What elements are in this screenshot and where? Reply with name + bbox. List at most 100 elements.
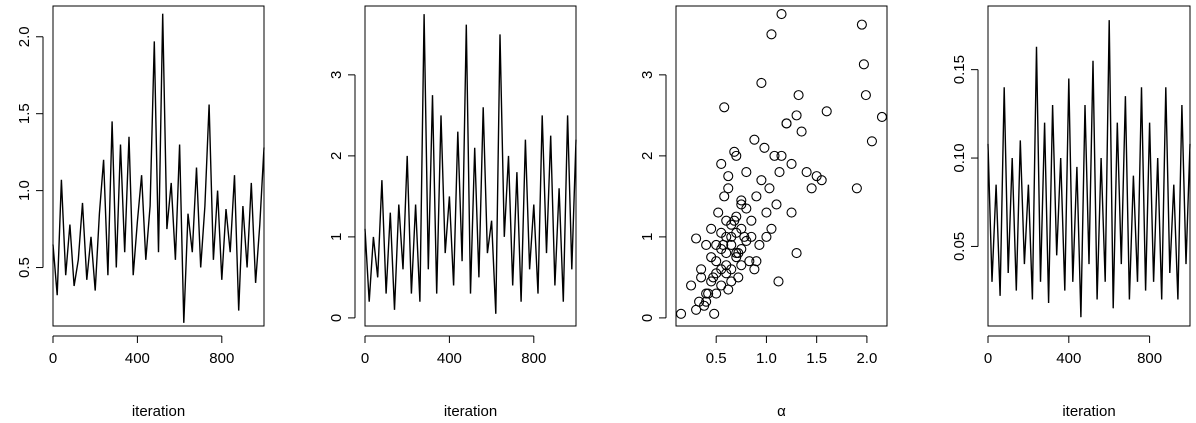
scatter-point [766,223,777,234]
scatter-point [806,183,817,194]
scatter-point [691,304,702,315]
scatter-point [723,284,734,295]
scatter-point [706,252,717,263]
scatter-point [786,158,797,170]
scatter-point [713,207,724,218]
scatter-point [761,231,772,242]
scatter-point [746,215,757,226]
scatter-point [766,29,777,40]
scatter-point [696,272,707,283]
x-tick-label: 400 [125,350,150,367]
scatter-point [706,276,717,287]
scatter-point [701,239,712,251]
x-tick-label: 0 [49,350,57,367]
scatter-point [791,248,802,259]
y-tick-label: 3 [328,71,345,79]
scatter-point [719,191,730,202]
scatter-point [860,90,871,101]
x-axis-label: α [777,403,786,420]
scatter-point [816,175,827,186]
scatter-point [761,207,772,218]
scatter-point [731,227,742,238]
y-tick-label: 1.5 [16,103,33,124]
scatter-point [754,239,765,251]
scatter-point [801,167,812,178]
scatter-point [731,211,742,222]
x-tick-label: 1.5 [806,350,827,367]
scatter-point [706,223,717,234]
scatter-point [736,243,747,255]
y-tick-label: 1 [639,233,656,241]
scatter-point [744,256,755,267]
scatter-point [821,106,832,117]
y-tick-label: 2.0 [16,26,33,47]
x-axis-label: iteration [1062,403,1115,420]
x-tick-label: 0 [361,350,369,367]
scatter-point [751,191,762,202]
scatter-point [723,171,734,182]
scatter-point [741,167,752,178]
scatter-point [756,175,767,186]
trace-line [364,14,577,314]
plot-frame [364,5,577,327]
scatter-point [736,260,747,271]
y-tick-label: 0 [639,314,656,322]
scatter-point [716,264,727,275]
scatter-point [749,264,760,275]
scatter-point [741,235,752,246]
y-tick-label: 2 [639,152,656,160]
x-axis-label: iteration [132,403,185,420]
scatter-point [774,167,785,178]
x-tick-label: 400 [437,350,462,367]
plot-frame [52,5,265,327]
y-tick-label: 1 [328,233,345,241]
scatter-point [776,9,787,20]
scatter-point [726,239,737,251]
y-tick-label: 0 [328,314,345,322]
x-tick-label: 0.5 [706,350,727,367]
x-tick-label: 2.0 [856,350,877,367]
x-tick-label: 400 [1056,350,1081,367]
scatter-point [701,296,712,307]
scatter-point [701,288,712,299]
scatter-point [771,199,782,210]
scatter-point [733,272,744,283]
scatter-point [759,142,770,153]
scatter-point [675,308,687,319]
scatter-point [876,111,888,123]
scatter-point [776,150,787,161]
y-tick-label: 1.0 [16,180,33,201]
plot-frame [675,5,888,327]
scatter-point [696,264,707,275]
scatter-point [769,150,780,161]
y-tick-label: 0.5 [16,257,33,278]
scatter-point [751,256,762,267]
y-tick-label: 0.05 [951,232,968,261]
scatter-point [741,203,752,214]
scatter-point [858,59,869,70]
scatter-point [719,102,730,113]
scatter-point [711,288,722,299]
scatter-point [721,215,732,226]
scatter-point [716,227,727,238]
y-tick-label: 0.15 [951,55,968,84]
scatter-point [721,248,732,259]
x-tick-label: 800 [1137,350,1162,367]
y-tick-label: 0.10 [951,143,968,172]
scatter-point [851,183,862,194]
plot-frame [987,5,1191,327]
trace-plot-2: 0 400 800 iteration 0 1 2 3 [328,5,577,420]
scatter-point [749,134,760,145]
x-tick-label: 1.0 [756,350,777,367]
trace-line [52,13,265,323]
trace-plot-1: 0 400 800 iteration 0.5 1.0 1.5 2.0 [16,5,265,420]
scatter-point [764,183,775,194]
scatter-point [773,276,784,287]
scatter-point [866,136,877,147]
scatter-point [856,19,867,30]
scatter-point [791,110,802,121]
x-tick-label: 800 [521,350,546,367]
scatter-point [731,252,742,263]
scatter-plot: 0.5 1.0 1.5 2.0 α 0 1 2 3 [639,5,888,420]
